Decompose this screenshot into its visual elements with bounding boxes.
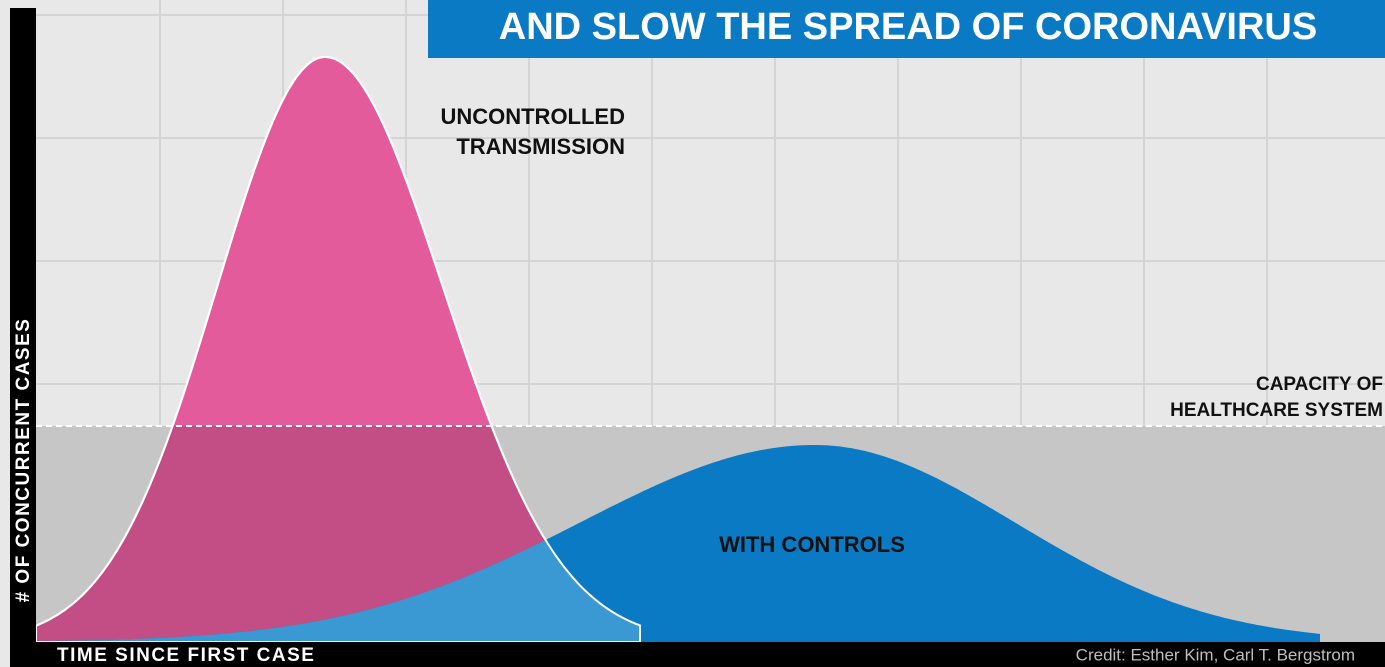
uncontrolled-outline [35, 56, 641, 643]
credit: Credit: Esther Kim, Carl T. Bergstrom [1076, 645, 1355, 664]
capacity-label: HEALTHCARE SYSTEM [1170, 400, 1383, 421]
title: AND SLOW THE SPREAD OF CORONAVIRUS [499, 6, 1317, 48]
x-axis-bar [10, 642, 1385, 667]
y-axis-bar [10, 8, 36, 667]
x-axis-label: TIME SINCE FIRST CASE [57, 645, 315, 666]
capacity-label: CAPACITY OF [1256, 374, 1383, 395]
y-axis-label: # OF CONCURRENT CASES [13, 318, 34, 603]
curve-label: UNCONTROLLED [440, 104, 625, 129]
title-box [428, 0, 1385, 58]
curve-label: WITH CONTROLS [719, 532, 905, 557]
controlled-curve [36, 445, 1320, 642]
curve-label: TRANSMISSION [456, 134, 625, 159]
